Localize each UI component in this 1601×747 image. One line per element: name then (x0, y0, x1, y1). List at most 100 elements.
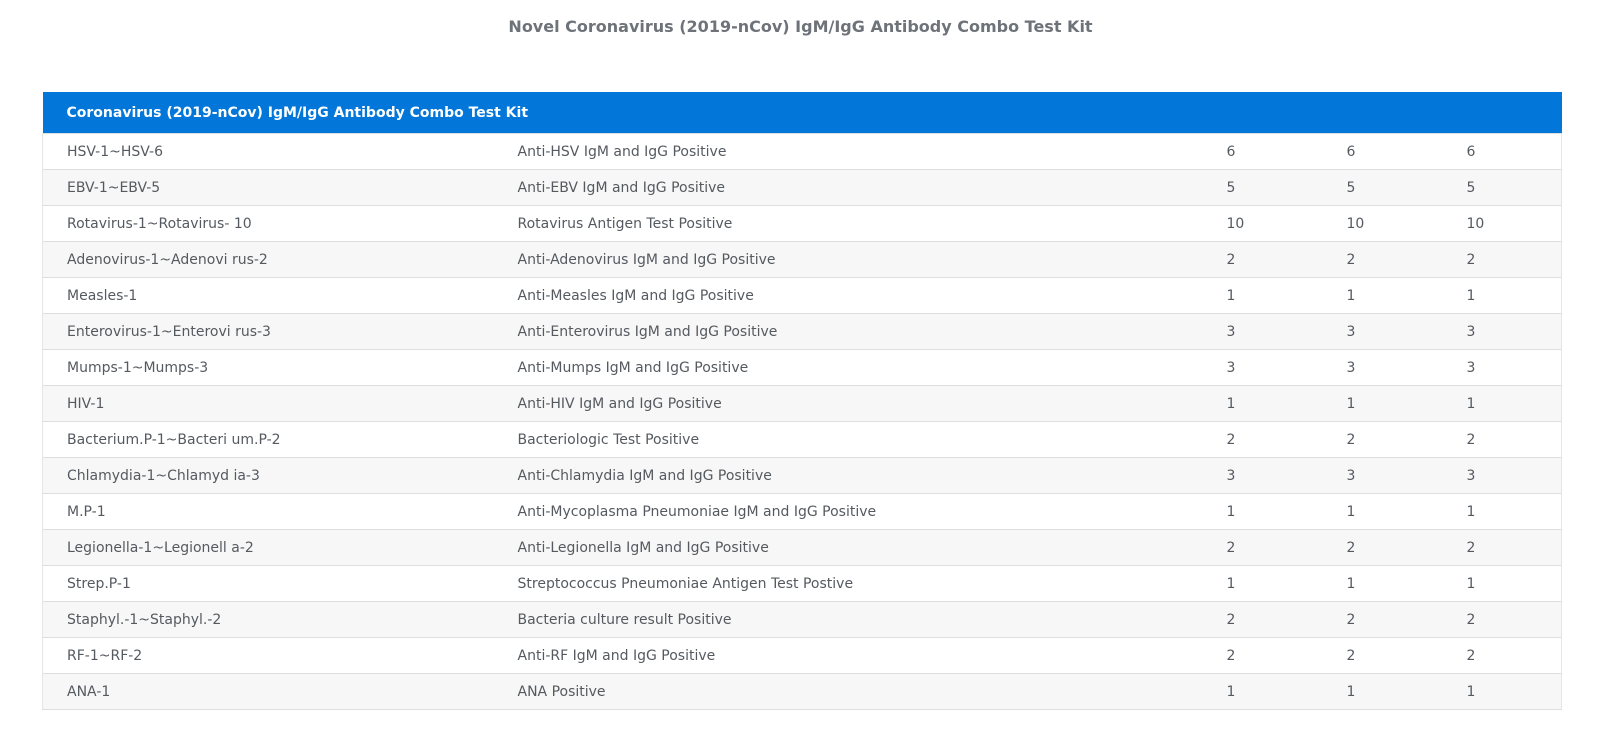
count-cell-c: 3 (1442, 313, 1563, 350)
count-cell-b: 1 (1322, 673, 1443, 710)
count-cell-b: 6 (1322, 133, 1443, 170)
table-row: Strep.P-1 Streptococcus Pneumoniae Antige… (42, 565, 1563, 602)
specimen-cell: Chlamydia-1~Chlamyd ia-3 (42, 457, 494, 494)
count-cell-a: 3 (1202, 457, 1323, 494)
specimen-cell: HSV-1~HSV-6 (42, 133, 494, 170)
result-cell: Rotavirus Antigen Test Positive (493, 205, 1203, 242)
count-cell-a: 2 (1202, 637, 1323, 674)
result-cell: Bacteria culture result Positive (493, 601, 1203, 638)
count-cell-b: 3 (1322, 457, 1443, 494)
table-row: HIV-1 Anti-HIV IgM and IgG Positive 1 1 1 (42, 385, 1563, 422)
result-cell: Anti-Mumps IgM and IgG Positive (493, 349, 1203, 386)
count-cell-a: 10 (1202, 205, 1323, 242)
result-cell: Anti-Measles IgM and IgG Positive (493, 277, 1203, 314)
count-cell-c: 2 (1442, 421, 1563, 458)
count-cell-c: 1 (1442, 277, 1563, 314)
result-cell: Anti-EBV IgM and IgG Positive (493, 169, 1203, 206)
table-row: Measles-1 Anti-Measles IgM and IgG Positi… (42, 277, 1563, 314)
table-header: Coronavirus (2019-nCov) IgM/IgG Antibody… (42, 92, 1562, 134)
specimen-cell: HIV-1 (42, 385, 494, 422)
specimen-cell: ANA-1 (42, 673, 494, 710)
result-cell: Anti-Enterovirus IgM and IgG Positive (493, 313, 1203, 350)
specimen-cell: Rotavirus-1~Rotavirus- 10 (42, 205, 494, 242)
count-cell-a: 1 (1202, 673, 1323, 710)
count-cell-a: 6 (1202, 133, 1323, 170)
specimen-cell: Mumps-1~Mumps-3 (42, 349, 494, 386)
result-cell: Anti-Legionella IgM and IgG Positive (493, 529, 1203, 566)
result-cell: ANA Positive (493, 673, 1203, 710)
count-cell-a: 2 (1202, 529, 1323, 566)
test-kit-table-container: Coronavirus (2019-nCov) IgM/IgG Antibody… (42, 92, 1563, 710)
count-cell-b: 3 (1322, 349, 1443, 386)
count-cell-c: 1 (1442, 565, 1563, 602)
count-cell-b: 1 (1322, 277, 1443, 314)
table-header-row: Coronavirus (2019-nCov) IgM/IgG Antibody… (42, 92, 1562, 134)
count-cell-c: 2 (1442, 601, 1563, 638)
test-kit-table: Coronavirus (2019-nCov) IgM/IgG Antibody… (42, 92, 1563, 710)
specimen-cell: Bacterium.P-1~Bacteri um.P-2 (42, 421, 494, 458)
specimen-cell: Enterovirus-1~Enterovi rus-3 (42, 313, 494, 350)
count-cell-a: 3 (1202, 313, 1323, 350)
result-cell: Anti-Chlamydia IgM and IgG Positive (493, 457, 1203, 494)
count-cell-b: 10 (1322, 205, 1443, 242)
table-row: Enterovirus-1~Enterovi rus-3 Anti-Enterov… (42, 313, 1563, 350)
count-cell-c: 6 (1442, 133, 1563, 170)
result-cell: Anti-RF IgM and IgG Positive (493, 637, 1203, 674)
specimen-cell: RF-1~RF-2 (42, 637, 494, 674)
table-row: Legionella-1~Legionell a-2 Anti-Legionell… (42, 529, 1563, 566)
table-row: EBV-1~EBV-5 Anti-EBV IgM and IgG Positive… (42, 169, 1563, 206)
count-cell-a: 2 (1202, 421, 1323, 458)
table-row: M.P-1 Anti-Mycoplasma Pneumoniae IgM and … (42, 493, 1563, 530)
count-cell-b: 2 (1322, 529, 1443, 566)
result-cell: Bacteriologic Test Positive (493, 421, 1203, 458)
table-row: Rotavirus-1~Rotavirus- 10 Rotavirus Antig… (42, 205, 1563, 242)
count-cell-c: 3 (1442, 349, 1563, 386)
specimen-cell: EBV-1~EBV-5 (42, 169, 494, 206)
count-cell-a: 2 (1202, 241, 1323, 278)
count-cell-b: 2 (1322, 601, 1443, 638)
count-cell-c: 5 (1442, 169, 1563, 206)
count-cell-c: 3 (1442, 457, 1563, 494)
table-row: Mumps-1~Mumps-3 Anti-Mumps IgM and IgG Po… (42, 349, 1563, 386)
specimen-cell: M.P-1 (42, 493, 494, 530)
page-title: Novel Coronavirus (2019-nCov) IgM/IgG An… (508, 17, 1093, 36)
specimen-cell: Adenovirus-1~Adenovi rus-2 (42, 241, 494, 278)
count-cell-c: 2 (1442, 241, 1563, 278)
table-row: Adenovirus-1~Adenovi rus-2 Anti-Adenoviru… (42, 241, 1563, 278)
count-cell-a: 1 (1202, 385, 1323, 422)
count-cell-a: 3 (1202, 349, 1323, 386)
table-row: Staphyl.-1~Staphyl.-2 Bacteria culture re… (42, 601, 1563, 638)
table-row: Bacterium.P-1~Bacteri um.P-2 Bacteriologi… (42, 421, 1563, 458)
count-cell-b: 1 (1322, 493, 1443, 530)
count-cell-b: 2 (1322, 421, 1443, 458)
count-cell-b: 3 (1322, 313, 1443, 350)
specimen-cell: Measles-1 (42, 277, 494, 314)
count-cell-a: 1 (1202, 493, 1323, 530)
count-cell-c: 10 (1442, 205, 1563, 242)
count-cell-c: 1 (1442, 673, 1563, 710)
result-cell: Anti-Adenovirus IgM and IgG Positive (493, 241, 1203, 278)
count-cell-b: 5 (1322, 169, 1443, 206)
count-cell-b: 1 (1322, 385, 1443, 422)
result-cell: Anti-HSV IgM and IgG Positive (493, 133, 1203, 170)
count-cell-b: 2 (1322, 241, 1443, 278)
result-cell: Anti-HIV IgM and IgG Positive (493, 385, 1203, 422)
specimen-cell: Staphyl.-1~Staphyl.-2 (42, 601, 494, 638)
table-row: ANA-1 ANA Positive 1 1 1 (42, 673, 1563, 710)
count-cell-a: 1 (1202, 277, 1323, 314)
count-cell-a: 1 (1202, 565, 1323, 602)
table-body: HSV-1~HSV-6 Anti-HSV IgM and IgG Positive… (42, 133, 1563, 710)
count-cell-c: 2 (1442, 529, 1563, 566)
result-cell: Anti-Mycoplasma Pneumoniae IgM and IgG P… (493, 493, 1203, 530)
count-cell-c: 1 (1442, 493, 1563, 530)
count-cell-b: 1 (1322, 565, 1443, 602)
result-cell: Streptococcus Pneumoniae Antigen Test Po… (493, 565, 1203, 602)
count-cell-a: 5 (1202, 169, 1323, 206)
count-cell-a: 2 (1202, 601, 1323, 638)
count-cell-c: 2 (1442, 637, 1563, 674)
table-row: RF-1~RF-2 Anti-RF IgM and IgG Positive 2 2 2 (42, 637, 1563, 674)
specimen-cell: Legionella-1~Legionell a-2 (42, 529, 494, 566)
count-cell-c: 1 (1442, 385, 1563, 422)
count-cell-b: 2 (1322, 637, 1443, 674)
specimen-cell: Strep.P-1 (42, 565, 494, 602)
